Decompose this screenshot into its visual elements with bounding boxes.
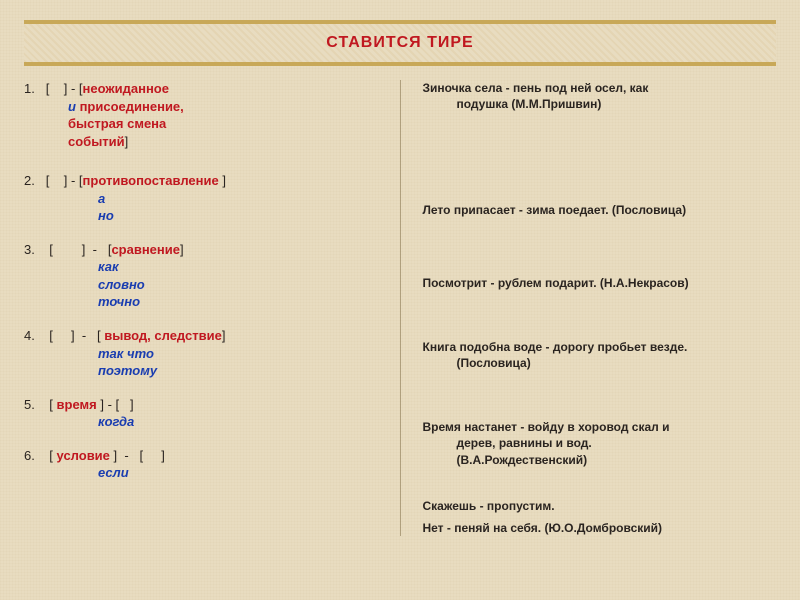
conjunction: точно — [98, 294, 140, 309]
rule-3: 3. [ ] - [сравнение] как словно точно — [24, 241, 378, 311]
bracket: [ ] — [49, 328, 74, 343]
bracket: ] — [222, 328, 226, 343]
example-text: Скажешь - пропустим. — [423, 499, 555, 513]
bracket: ] — [222, 173, 226, 188]
keyword: условие — [57, 448, 110, 463]
conjunction: как — [98, 259, 119, 274]
rule-num: 6. — [24, 448, 35, 463]
rule-4: 4. [ ] - [ вывод, следствие] так что поэ… — [24, 327, 378, 380]
conjunction: если — [98, 465, 129, 480]
keyword: время — [57, 397, 97, 412]
example-text: (Пословица) — [423, 355, 777, 371]
conjunction: поэтому — [98, 363, 157, 378]
bracket: [ ] — [116, 397, 134, 412]
conjunction: так что — [98, 346, 154, 361]
example-text: Время настанет - войду в хоровод скал и — [423, 420, 670, 434]
bracket: [ — [49, 448, 56, 463]
example-text: Нет - пеняй на себя. (Ю.О.Домбровский) — [423, 521, 663, 535]
dash: - — [117, 448, 139, 463]
example-text: Зиночка села - пень под ней осел, как — [423, 81, 649, 95]
dash: - — [104, 397, 116, 412]
bracket: [ ] — [46, 173, 68, 188]
conjunction: словно — [98, 277, 145, 292]
example-text: подушка (М.М.Пришвин) — [423, 96, 777, 112]
bracket: [ ] — [140, 448, 165, 463]
dash: - — [67, 173, 79, 188]
keyword: событий — [68, 134, 125, 149]
example-1: Зиночка села - пень под ней осел, как по… — [423, 80, 777, 112]
rule-num: 2. — [24, 173, 35, 188]
rule-num: 4. — [24, 328, 35, 343]
example-text: Книга подобна воде - дорогу пробьет везд… — [423, 340, 688, 354]
rule-6: 6. [ условие ] - [ ] если — [24, 447, 378, 482]
conjunction: а — [98, 191, 105, 206]
bracket: ] — [97, 397, 104, 412]
bracket: [ — [49, 397, 56, 412]
rule-num: 3. — [24, 242, 35, 257]
rules-column: 1. [ ] - [ неожиданное и присоединение, б… — [24, 80, 378, 536]
dash: - — [85, 242, 107, 257]
content-columns: 1. [ ] - [ неожиданное и присоединение, б… — [24, 80, 776, 536]
bracket: [ ] — [49, 242, 85, 257]
conjunction: когда — [98, 414, 134, 429]
example-2: Лето припасает - зима поедает. (Пословиц… — [423, 202, 777, 218]
dash: - — [75, 328, 97, 343]
bracket: [ ] — [46, 81, 68, 96]
example-6: Скажешь - пропустим. — [423, 498, 777, 514]
example-text: дерев, равнины и вод. — [423, 435, 777, 451]
example-text: (В.А.Рождественский) — [423, 452, 777, 468]
keyword: присоединение, — [80, 99, 184, 114]
rule-num: 1. — [24, 81, 35, 96]
rule-2: 2. [ ] - [противопоставление ] а но — [24, 172, 378, 225]
rule-1: 1. [ ] - [неожиданное и присоединение, б… — [24, 80, 378, 150]
keyword: сравнение — [111, 242, 180, 257]
rule-num: 5. — [24, 397, 35, 412]
dash: - — [67, 81, 79, 96]
example-7: Нет - пеняй на себя. (Ю.О.Домбровский) — [423, 520, 777, 536]
keyword: противопоставление — [83, 173, 223, 188]
column-divider — [400, 80, 401, 536]
bracket: ] — [180, 242, 184, 257]
bracket: ] — [125, 134, 129, 149]
slide-title: СТАВИТСЯ ТИРЕ — [24, 20, 776, 66]
example-text: Посмотрит - рублем подарит. (Н.А.Некрасо… — [423, 276, 689, 290]
conjunction: но — [98, 208, 114, 223]
keyword: неожиданное — [83, 81, 169, 96]
rule-5: 5. [ время ] - [ ] когда — [24, 396, 378, 431]
example-3: Посмотрит - рублем подарит. (Н.А.Некрасо… — [423, 275, 777, 291]
example-text: Лето припасает - зима поедает. (Пословиц… — [423, 203, 687, 217]
keyword: вывод, следствие — [104, 328, 222, 343]
example-5: Время настанет - войду в хоровод скал и … — [423, 419, 777, 468]
examples-column: Зиночка села - пень под ней осел, как по… — [423, 80, 777, 536]
conjunction: и — [68, 99, 76, 114]
keyword: быстрая смена — [68, 116, 166, 131]
example-4: Книга подобна воде - дорогу пробьет везд… — [423, 339, 777, 371]
